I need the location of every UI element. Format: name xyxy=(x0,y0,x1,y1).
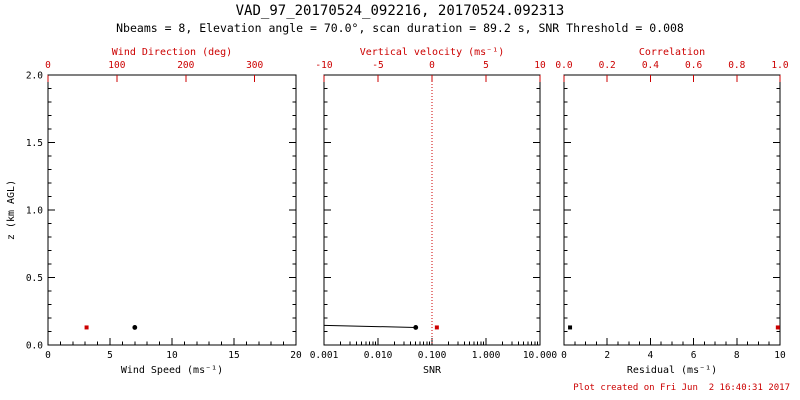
correlation-series xyxy=(775,325,780,330)
x-axis-title: SNR xyxy=(423,365,442,376)
x-tick-label: 6 xyxy=(691,350,697,361)
x-tick-label: 10 xyxy=(774,350,786,361)
x-tick-label: 8 xyxy=(734,350,740,361)
plot-subtitle: Nbeams = 8, Elevation angle = 70.0°, sca… xyxy=(116,21,684,35)
x-tick-label: 0.100 xyxy=(418,350,447,361)
y-axis-title: z (km AGL) xyxy=(6,180,17,240)
x-tick-label: 10.000 xyxy=(523,350,558,361)
x-tick-label: 20 xyxy=(290,350,302,361)
x-axis-title: Wind Speed (ms⁻¹) xyxy=(121,365,223,376)
top-axis-title: Wind Direction (deg) xyxy=(112,47,232,58)
top-tick-label: 100 xyxy=(108,60,125,71)
plot-title: VAD_97_20170524_092216, 20170524.092313 xyxy=(235,3,565,19)
snr-profile-marker xyxy=(413,325,419,330)
vertical-velocity-series xyxy=(434,325,439,330)
residual-series xyxy=(568,325,573,330)
top-tick-label: -5 xyxy=(372,60,383,71)
x-tick-label: 0.010 xyxy=(364,350,393,361)
x-tick-label: 15 xyxy=(228,350,239,361)
top-tick-label: -10 xyxy=(315,60,332,71)
top-tick-label: 0.4 xyxy=(642,60,659,71)
y-tick-label: 0.0 xyxy=(26,341,43,352)
wind-direction-series xyxy=(84,325,89,330)
top-tick-label: 0.0 xyxy=(555,60,572,71)
x-tick-label: 0 xyxy=(45,350,51,361)
top-tick-label: 0 xyxy=(45,60,51,71)
wind-direction-marker xyxy=(84,325,89,330)
top-tick-label: 300 xyxy=(246,60,263,71)
wind-panel-frame xyxy=(47,74,297,346)
x-tick-label: 1.000 xyxy=(472,350,501,361)
snr-panel: 0.001 0.010 0.100 1.000 10.000 SNR -10 -5 0 5 10 Ve… xyxy=(310,47,558,376)
x-axis-title: Residual (ms⁻¹) xyxy=(627,365,717,376)
top-tick-label: 200 xyxy=(177,60,194,71)
residual-marker xyxy=(568,325,573,330)
y-tick-label: 1.5 xyxy=(26,138,43,149)
plot-timestamp: Plot created on Fri Jun 2 16:40:31 2017 xyxy=(573,383,790,393)
x-tick-label: 0.001 xyxy=(310,350,339,361)
wind-speed-marker xyxy=(132,325,138,330)
top-tick-label: 0.2 xyxy=(599,60,616,71)
x-tick-label: 4 xyxy=(648,350,654,361)
residual-panel: 0 2 4 6 8 10 Residual (ms⁻¹) 0.0 0.2 0.4 0.6 0.8 1.0… xyxy=(555,47,788,376)
wind-panel: 0 5 10 15 20 Wind Speed (ms⁻¹) 0 100 200 300 Wind … xyxy=(6,47,302,376)
top-axis-title: Vertical velocity (ms⁻¹) xyxy=(360,47,505,58)
x-tick-label: 10 xyxy=(166,350,178,361)
top-tick-label: 0.6 xyxy=(685,60,702,71)
top-axis-title: Correlation xyxy=(639,47,705,58)
top-tick-label: 10 xyxy=(534,60,546,71)
x-tick-label: 0 xyxy=(561,350,567,361)
correlation-marker xyxy=(775,325,780,330)
top-tick-label: 5 xyxy=(483,60,489,71)
x-tick-label: 2 xyxy=(604,350,610,361)
snr-profile-series xyxy=(323,324,419,330)
vertical-velocity-marker xyxy=(434,325,439,330)
top-tick-label: 0.8 xyxy=(728,60,745,71)
y-tick-label: 1.0 xyxy=(26,206,43,217)
y-tick-label: 0.5 xyxy=(26,273,43,284)
x-tick-label: 5 xyxy=(107,350,113,361)
wind-speed-series xyxy=(132,325,138,330)
snr-profile-line xyxy=(323,324,416,328)
residual-panel-frame xyxy=(563,74,781,346)
y-tick-label: 2.0 xyxy=(26,71,43,82)
top-tick-label: 0 xyxy=(429,60,435,71)
top-tick-label: 1.0 xyxy=(771,60,788,71)
